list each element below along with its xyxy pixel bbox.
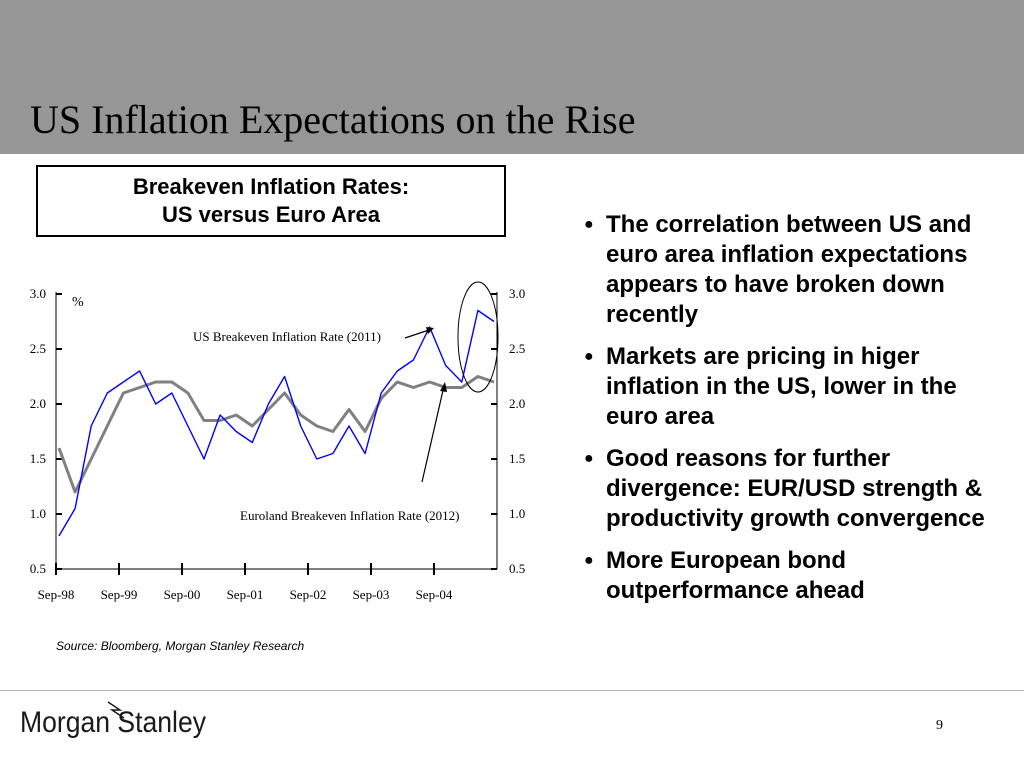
bullet-item: ● Good reasons for further divergence: EU… (582, 444, 1002, 534)
y-tick-label-left: 3.0 (30, 286, 46, 301)
slide-title: US Inflation Expectations on the Rise (30, 97, 636, 142)
bullet-text: The correlation between US and euro area… (606, 211, 972, 328)
y-tick-label-right: 1.0 (509, 506, 525, 521)
y-tick-label-left: 2.5 (30, 341, 46, 356)
divergence-highlight-circle (457, 281, 499, 393)
y-unit-label: % (72, 295, 84, 310)
x-tick-label: Sep-04 (416, 587, 453, 602)
us-series-line (58, 309, 495, 537)
euro-annotation-arrowhead (440, 382, 447, 392)
chart-title-line-1: Breakeven Inflation Rates: (132, 174, 410, 199)
y-tick-label-left: 1.5 (30, 451, 46, 466)
chart-title-box: Breakeven Inflation Rates: US versus Eur… (36, 165, 506, 237)
y-tick-label-right: 1.5 (509, 451, 525, 466)
euro-annotation-arrow (421, 385, 445, 483)
x-tick-label: Sep-00 (164, 587, 201, 602)
bullet-list: ● The correlation between US and euro are… (582, 210, 1002, 618)
y-tick-label-right: 3.0 (509, 286, 525, 301)
y-tick-label-right: 2.5 (509, 341, 525, 356)
bullet-text: More European bond outperformance ahead (606, 547, 865, 604)
bullet-dot-icon: ● (584, 552, 594, 569)
bullet-dot-icon: ● (584, 348, 594, 365)
bullet-dot-icon: ● (584, 450, 594, 467)
bullet-dot-icon: ● (584, 216, 594, 233)
breakeven-inflation-chart: 0.5 0.5 1.0 1.0 1.5 1.5 2.0 2.0 2.5 2.5 3.0 3.0 Sep-… (30, 281, 525, 602)
bullet-text: Markets are pricing in higer inflation i… (606, 343, 957, 430)
x-tick-label: Sep-98 (38, 587, 75, 602)
title-banner (0, 0, 1024, 154)
x-tick-label: Sep-01 (227, 587, 264, 602)
chart-title-line-2: US versus Euro Area (161, 202, 381, 227)
y-tick-label-left: 2.0 (30, 396, 46, 411)
y-tick-label-left: 1.0 (30, 506, 46, 521)
us-series-annotation: US Breakeven Inflation Rate (2011) (193, 329, 381, 344)
x-tick-label: Sep-02 (290, 587, 327, 602)
bullet-text: Good reasons for further divergence: EUR… (606, 445, 985, 532)
euro-series-line (57, 375, 495, 494)
y-tick-label-right: 2.0 (509, 396, 525, 411)
x-tick-label: Sep-03 (353, 587, 390, 602)
bullet-item: ● The correlation between US and euro are… (582, 210, 1002, 330)
source-note: Source: Bloomberg, Morgan Stanley Resear… (56, 639, 305, 653)
page-number: 9 (936, 718, 943, 733)
x-tick-label: Sep-99 (101, 587, 138, 602)
us-annotation-arrowhead (426, 327, 434, 334)
bullet-item: ● More European bond outperformance ahead (582, 546, 1002, 606)
euro-series-annotation: Euroland Breakeven Inflation Rate (2012) (240, 508, 459, 523)
footer-divider (0, 690, 1024, 691)
morgan-stanley-logo: Morgan Stanley (20, 701, 206, 739)
y-tick-label-left: 0.5 (30, 561, 46, 576)
y-tick-label-right: 0.5 (509, 561, 525, 576)
bullet-item: ● Markets are pricing in higer inflation … (582, 342, 1002, 432)
